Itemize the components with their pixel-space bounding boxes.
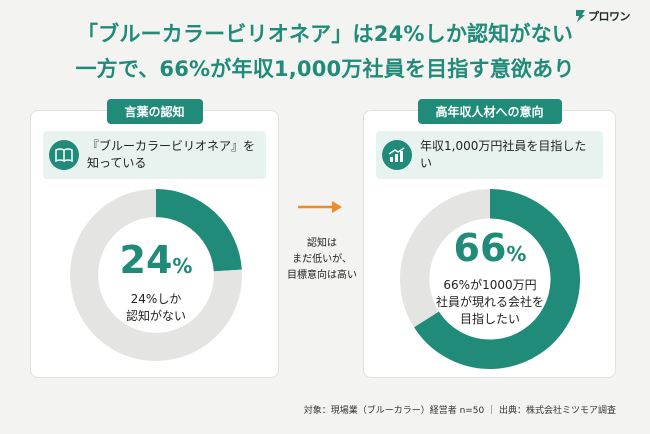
awareness-big-value: 24%	[119, 238, 193, 282]
brand-logo: プロワン	[574, 8, 631, 24]
awareness-slice-highlight	[155, 189, 242, 272]
brand-name: プロワン	[588, 10, 631, 23]
awareness-center: 24% 24%しか 認知がない	[68, 239, 244, 325]
intention-card-label: 高年収人材への意向	[417, 99, 562, 124]
intention-description-box: 年収1,000万円社員を目指したい	[376, 131, 603, 179]
intention-description: 年収1,000万円社員を目指したい	[420, 139, 587, 170]
awareness-card-label: 言葉の認知	[106, 99, 203, 124]
footnote: 対象：現場業（ブルーカラー）経営者 n=50 ｜ 出典：株式会社ミツモア調査	[303, 406, 616, 416]
awareness-slice-remainder	[70, 189, 242, 361]
headline-line-2: 一方で、66%が年収1,000万社員を目指す意欲あり	[75, 57, 575, 81]
middle-note: 認知は まだ低いが、 目標意向は高い	[287, 238, 357, 281]
intention-slice-highlight	[414, 189, 580, 369]
headline-line-1: 「ブルーカラービリオネア」は24%しか認知がない	[76, 22, 574, 46]
awareness-donut-chart	[70, 189, 242, 361]
intention-big-value: 66%	[453, 226, 527, 270]
awareness-caption: 24%しか 認知がない	[125, 292, 186, 323]
logo-icon	[576, 10, 585, 22]
intention-caption: 66%が1000万円 社員が現れる会社を 目指したい	[435, 278, 544, 326]
awareness-card: 言葉の認知 『ブルーカラービリオネア』を 知っている 24% 24%しか 認知が…	[30, 99, 279, 378]
book-icon	[49, 140, 79, 170]
arrow-right-icon	[298, 201, 342, 213]
intention-donut-chart	[400, 189, 580, 369]
growth-chart-icon	[382, 140, 412, 170]
intention-center: 66% 66%が1000万円 社員が現れる会社を 目指したい	[398, 227, 582, 328]
awareness-description-box: 『ブルーカラービリオネア』を 知っている	[43, 131, 266, 179]
intention-slice-remainder	[400, 189, 491, 328]
intention-card: 高年収人材への意向 年収1,000万円社員を目指したい 66% 66%が1000…	[363, 99, 616, 378]
awareness-description: 『ブルーカラービリオネア』を 知っている	[87, 139, 256, 170]
